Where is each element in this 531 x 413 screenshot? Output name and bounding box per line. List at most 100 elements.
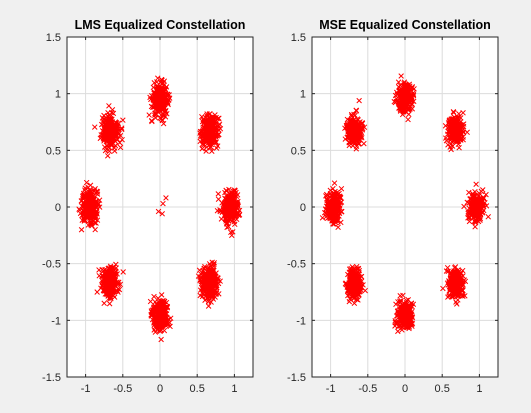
y-tick-label: -1.5	[287, 372, 306, 384]
data-point	[353, 122, 360, 129]
data-point	[456, 283, 462, 290]
data-point	[353, 108, 360, 114]
data-point	[101, 300, 107, 307]
data-point	[158, 292, 165, 298]
data-point	[78, 227, 85, 233]
data-point	[457, 115, 464, 121]
data-point	[151, 112, 158, 118]
data-point	[349, 286, 355, 293]
data-point	[153, 86, 160, 93]
y-tick-label: 0	[300, 202, 306, 214]
data-point	[152, 98, 158, 105]
data-point	[92, 226, 98, 233]
data-point	[400, 93, 406, 99]
data-point	[199, 145, 205, 152]
data-point	[91, 124, 98, 130]
data-point	[207, 283, 213, 289]
data-point	[209, 269, 215, 275]
data-point	[468, 200, 475, 207]
data-point	[448, 117, 454, 123]
data-point	[233, 189, 239, 196]
data-point	[151, 80, 158, 86]
data-point	[163, 95, 169, 101]
data-point	[147, 298, 154, 305]
data-point	[405, 116, 411, 123]
data-point	[113, 120, 120, 126]
data-point	[205, 118, 211, 124]
data-point	[161, 95, 168, 102]
data-point	[106, 114, 113, 121]
data-point	[103, 128, 110, 134]
data-point	[475, 213, 481, 220]
data-point	[319, 215, 326, 221]
data-point	[223, 201, 230, 208]
data-point	[204, 268, 211, 275]
data-point	[397, 323, 403, 329]
data-point	[359, 120, 366, 127]
data-point	[87, 196, 94, 203]
x-tick-label: 0.5	[435, 383, 450, 395]
data-point	[453, 299, 459, 305]
data-point	[82, 192, 89, 199]
data-point	[338, 208, 344, 215]
data-point	[221, 212, 228, 219]
data-point	[322, 206, 329, 213]
data-point	[108, 138, 114, 144]
data-point	[342, 136, 349, 142]
data-point	[85, 209, 92, 215]
data-point	[345, 281, 351, 288]
y-tick-label: -1	[51, 315, 61, 327]
lms-chart-title: LMS Equalized Constellation	[75, 18, 246, 32]
data-point	[160, 112, 167, 119]
data-point	[82, 203, 88, 209]
data-point	[398, 311, 405, 317]
data-point	[467, 210, 474, 217]
data-point	[160, 120, 167, 127]
x-tick-label: -1	[326, 383, 336, 395]
data-point	[80, 212, 86, 218]
data-point	[98, 132, 104, 138]
data-point	[224, 220, 231, 226]
data-point	[154, 86, 161, 93]
data-point	[230, 196, 236, 202]
data-point	[456, 111, 462, 117]
data-point	[407, 106, 413, 112]
data-point	[198, 133, 204, 140]
data-point	[202, 297, 208, 303]
data-point	[471, 206, 478, 212]
data-point	[211, 120, 218, 126]
data-point	[335, 224, 341, 231]
data-point	[450, 116, 456, 123]
data-point	[334, 200, 340, 206]
data-point	[440, 285, 446, 292]
data-point	[361, 140, 367, 147]
data-point	[93, 220, 99, 226]
y-tick-label: 1.5	[291, 32, 306, 44]
data-point	[118, 126, 125, 133]
data-point	[213, 291, 219, 298]
data-point	[233, 211, 239, 217]
data-point	[109, 269, 116, 275]
data-point	[356, 132, 362, 138]
data-point	[443, 268, 450, 274]
data-point	[351, 280, 357, 286]
data-point	[466, 218, 473, 225]
data-point	[113, 134, 119, 140]
data-point	[460, 110, 466, 116]
data-point	[344, 116, 351, 123]
data-point	[452, 264, 459, 270]
data-point	[465, 210, 471, 217]
data-point	[105, 147, 111, 153]
data-point	[226, 207, 233, 213]
data-point	[451, 109, 457, 116]
data-point	[472, 219, 478, 225]
data-point	[158, 318, 164, 325]
data-point	[446, 292, 453, 298]
data-point	[462, 293, 468, 299]
data-point	[109, 273, 116, 280]
data-point	[480, 195, 487, 202]
lms-constellation-axes: -1 -0.5 0 0.5 1 -1.5 -1 -0.5 0 0.5 1 1.5 LMS Equaliz…	[42, 18, 254, 395]
data-point	[151, 327, 157, 333]
data-point	[154, 90, 161, 97]
data-point	[447, 275, 454, 281]
